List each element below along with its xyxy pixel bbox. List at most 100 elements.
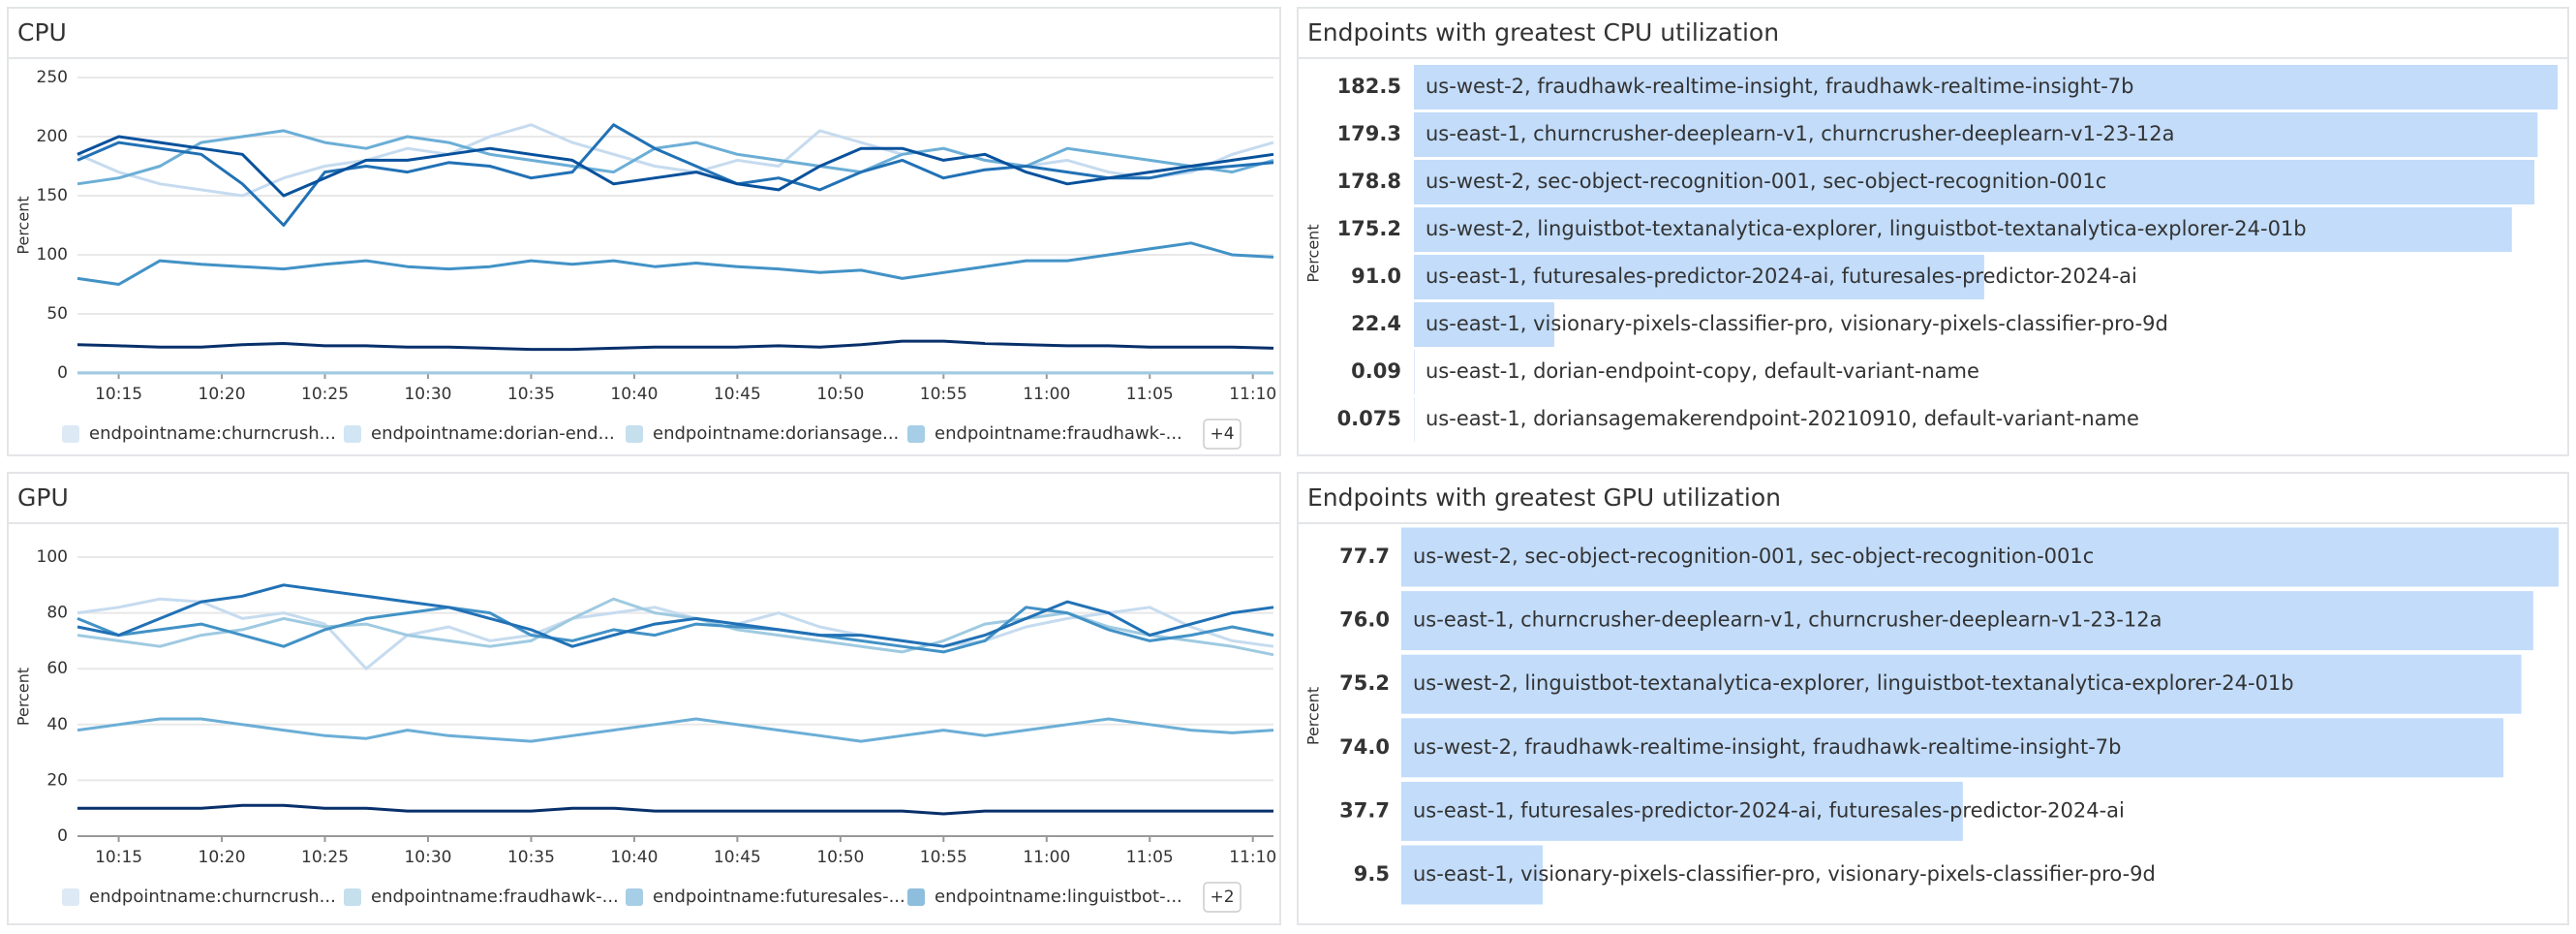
y-axis-label: Percent [15, 668, 33, 726]
x-tick-label: 11:05 [1126, 385, 1174, 404]
x-tick-label: 10:45 [714, 848, 761, 867]
x-tick-label: 10:25 [301, 385, 349, 404]
bar [1414, 65, 2558, 109]
bar-label: us-east-1, visionary-pixels-classifier-p… [1426, 312, 2168, 335]
legend-label[interactable]: endpointname:churncrush... [89, 423, 336, 444]
value-label: 0.09 [1351, 359, 1401, 383]
legend-label[interactable]: endpointname:dorian-end... [371, 423, 615, 444]
series-line [77, 583, 1274, 648]
legend-swatch[interactable] [62, 888, 79, 906]
x-tick-label: 10:40 [610, 385, 658, 404]
panel-title: Endpoints with greatest CPU utilization [1307, 18, 1779, 47]
series-line [77, 135, 1274, 198]
y-tick-label: 50 [46, 304, 68, 324]
y-tick-label: 250 [37, 68, 68, 87]
x-tick-label: 10:15 [95, 848, 142, 867]
value-label: 0.075 [1337, 407, 1401, 430]
legend-label[interactable]: endpointname:futuresales-... [653, 887, 905, 907]
legend-more[interactable]: +4 [1210, 424, 1234, 444]
series-line [77, 717, 1274, 743]
y-tick-label: 200 [37, 127, 68, 146]
value-label: 91.0 [1351, 265, 1401, 288]
bar [1401, 781, 1963, 841]
x-tick-label: 10:15 [95, 385, 142, 404]
bar [1401, 591, 2533, 651]
legend-more-button[interactable] [1203, 419, 1242, 450]
legend-swatch[interactable] [907, 888, 925, 906]
panel-title: CPU [17, 18, 67, 47]
legend-more-button[interactable] [1203, 882, 1242, 913]
x-tick-label: 10:50 [816, 848, 864, 867]
value-label: 76.0 [1339, 608, 1390, 632]
panel-title: Endpoints with greatest GPU utilization [1307, 483, 1781, 512]
x-tick-label: 10:35 [507, 385, 555, 404]
y-tick-label: 60 [46, 659, 68, 678]
x-tick-label: 10:30 [404, 385, 451, 404]
value-label: 75.2 [1339, 671, 1390, 695]
bar-label: us-west-2, linguistbot-textanalytica-exp… [1426, 217, 2307, 240]
bar-label: us-east-1, futuresales-predictor-2024-ai… [1426, 265, 2137, 288]
value-label: 37.7 [1339, 798, 1390, 822]
bar-label: us-east-1, futuresales-predictor-2024-ai… [1413, 798, 2125, 822]
value-label: 9.5 [1354, 862, 1390, 886]
panel [7, 472, 1281, 925]
x-tick-label: 10:55 [920, 848, 967, 867]
value-label: 178.8 [1337, 170, 1401, 193]
series-line [77, 129, 1274, 186]
legend-label[interactable]: endpointname:churncrush... [89, 887, 336, 907]
bar [1401, 845, 1544, 905]
y-tick-label: 0 [57, 363, 68, 383]
value-label: 77.7 [1339, 545, 1390, 568]
y-tick-label: 40 [46, 715, 68, 734]
bar-label: us-west-2, linguistbot-textanalytica-exp… [1413, 671, 2294, 695]
series-line [77, 803, 1273, 816]
value-label: 175.2 [1337, 217, 1401, 240]
x-tick-label: 10:55 [920, 385, 967, 404]
bar-label: us-west-2, sec-object-recognition-001, s… [1413, 545, 2094, 568]
panel-title: GPU [17, 483, 69, 512]
x-tick-label: 11:05 [1126, 848, 1174, 867]
value-label: 22.4 [1351, 312, 1401, 335]
bar [1401, 654, 2522, 714]
x-tick-label: 10:50 [816, 385, 864, 404]
series-line [77, 123, 1274, 227]
x-tick-label: 11:00 [1023, 848, 1070, 867]
legend-label[interactable]: endpointname:fraudhawk-... [935, 423, 1182, 444]
legend-swatch[interactable] [62, 425, 79, 443]
legend-swatch[interactable] [626, 888, 643, 906]
series-line [77, 241, 1274, 286]
x-tick-label: 11:00 [1023, 385, 1070, 404]
x-tick-label: 10:45 [714, 385, 761, 404]
bar [1414, 160, 2535, 204]
panel [7, 7, 1281, 456]
legend-swatch[interactable] [344, 425, 361, 443]
bar-label: us-west-2, sec-object-recognition-001, s… [1426, 170, 2106, 193]
bar-label: us-east-1, doriansagemakerendpoint-20210… [1426, 407, 2139, 430]
legend-swatch[interactable] [907, 425, 925, 443]
bar [1414, 255, 1984, 299]
y-tick-label: 0 [57, 826, 68, 846]
series-line [77, 339, 1274, 352]
x-tick-label: 11:10 [1229, 848, 1276, 867]
y-tick-label: 150 [37, 186, 68, 205]
bar [1414, 302, 1554, 347]
legend-label[interactable]: endpointname:linguistbot-... [935, 887, 1182, 907]
y-tick-label: 20 [46, 770, 68, 790]
y-tick-label: 100 [37, 245, 68, 265]
legend-swatch[interactable] [626, 425, 643, 443]
legend-label[interactable]: endpointname:fraudhawk-... [371, 887, 619, 907]
x-tick-label: 10:25 [301, 848, 349, 867]
value-label: 74.0 [1339, 735, 1390, 759]
legend-more[interactable]: +2 [1210, 887, 1234, 907]
x-tick-label: 10:35 [507, 848, 555, 867]
bar [1414, 207, 2512, 252]
bar [1414, 112, 2538, 157]
legend-label[interactable]: endpointname:doriansage... [653, 423, 899, 444]
bar-label: us-east-1, churncrusher-deeplearn-v1, ch… [1426, 122, 2174, 145]
y-tick-label: 80 [46, 604, 68, 623]
value-label: 182.5 [1337, 75, 1401, 98]
legend-swatch[interactable] [344, 888, 361, 906]
bar [1401, 718, 2504, 778]
bar-label: us-east-1, dorian-endpoint-copy, default… [1426, 359, 1979, 383]
